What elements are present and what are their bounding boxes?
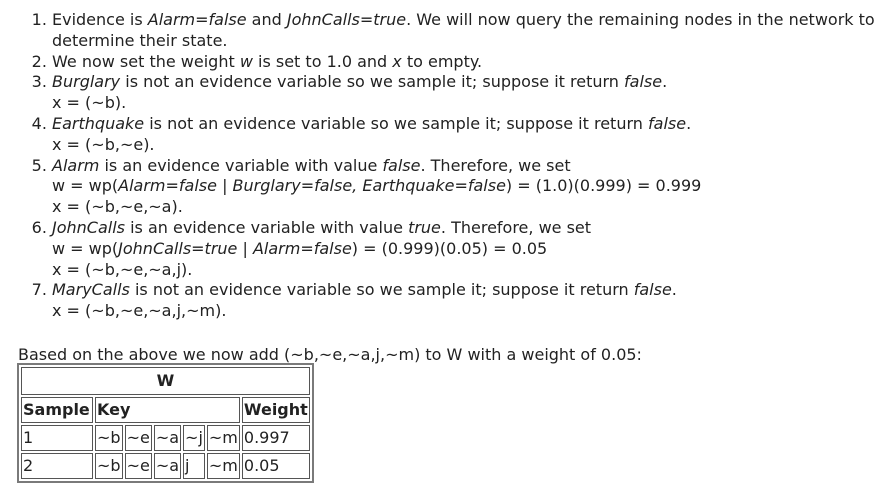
- text-run: is not an evidence variable so we sample…: [120, 72, 625, 92]
- cell-key: ~a: [153, 425, 182, 451]
- table-body: 1 ~b ~e ~a ~j ~m 0.997 2 ~b ~e ~a j ~m 0…: [21, 425, 310, 479]
- cell-sample: 2: [21, 453, 93, 479]
- text-run: . We will now query the remaining nodes …: [52, 10, 875, 50]
- italic-term: JohnCalls=true | Alarm=false: [118, 238, 352, 258]
- italic-term: false: [624, 72, 663, 92]
- text-run: ) = (1.0)(0.999) = 0.999: [505, 176, 702, 196]
- step-item: MaryCalls is not an evidence variable so…: [52, 280, 890, 322]
- text-run: to empty.: [401, 51, 483, 71]
- step-item: Alarm is an evidence variable with value…: [52, 156, 890, 218]
- text-run: w = wp(: [52, 238, 119, 258]
- text-run: We now set the weight: [52, 51, 240, 71]
- step-text: Evidence is Alarm=false and JohnCalls=tr…: [52, 10, 875, 50]
- step-item: Earthquake is not an evidence variable s…: [52, 114, 890, 156]
- text-run: is set to 1.0 and: [252, 51, 393, 71]
- italic-term: Alarm=false | Burglary=false, Earthquake…: [118, 176, 506, 196]
- step-formula: x = (~b,~e,~a,j,~m).: [52, 301, 227, 321]
- text-run: and: [246, 10, 287, 29]
- italic-term: Alarm=false: [147, 10, 247, 29]
- step-text: Earthquake is not an evidence variable s…: [52, 114, 691, 133]
- step-item: We now set the weight w is set to 1.0 an…: [52, 52, 890, 73]
- text-run: Evidence is: [52, 10, 148, 29]
- italic-term: JohnCalls=true: [286, 10, 407, 29]
- text-run: is not an evidence variable so we sample…: [129, 280, 634, 300]
- intro-text: Based on the above we now add (~b,~e,~a,…: [18, 345, 642, 364]
- cell-key: ~m: [206, 425, 240, 451]
- step-formula: x = (~b,~e,~a,j).: [52, 259, 193, 279]
- cell-key: ~a: [153, 453, 182, 479]
- text-run: is an evidence variable with value: [125, 217, 409, 237]
- cell-key: ~j: [183, 425, 205, 451]
- step-text: MaryCalls is not an evidence variable so…: [52, 280, 677, 299]
- step-formula: w = wp(JohnCalls=true | Alarm=false) = (…: [52, 239, 890, 260]
- table-row: 2 ~b ~e ~a j ~m 0.05: [21, 453, 310, 479]
- italic-term: JohnCalls: [52, 217, 125, 237]
- italic-term: MaryCalls: [52, 280, 130, 300]
- table-row: 1 ~b ~e ~a ~j ~m 0.997: [21, 425, 310, 451]
- text-run: .: [671, 280, 677, 300]
- step-formula: x = (~b,~e).: [52, 134, 155, 154]
- cell-weight: 0.05: [241, 453, 310, 479]
- step-item: Evidence is Alarm=false and JohnCalls=tr…: [52, 10, 890, 52]
- text-run: .: [686, 113, 692, 133]
- steps-list: Evidence is Alarm=false and JohnCalls=tr…: [0, 10, 890, 322]
- step-formula: w = wp(Alarm=false | Burglary=false, Ear…: [52, 176, 890, 197]
- cell-key: ~m: [206, 453, 240, 479]
- cell-weight: 0.997: [241, 425, 310, 451]
- header-sample: Sample: [21, 397, 93, 423]
- italic-term: w: [239, 51, 253, 71]
- header-weight: Weight: [241, 397, 310, 423]
- table-title: W: [21, 367, 310, 395]
- step-formula: x = (~b,~e,~a).: [52, 197, 183, 217]
- step-text: Burglary is not an evidence variable so …: [52, 72, 667, 91]
- text-run: .: [662, 72, 668, 92]
- text-run: . Therefore, we set: [440, 217, 592, 237]
- text-run: ) = (0.999)(0.05) = 0.05: [351, 238, 548, 258]
- text-run: . Therefore, we set: [420, 155, 571, 175]
- step-text: JohnCalls is an evidence variable with v…: [52, 218, 591, 237]
- italic-term: false: [633, 280, 672, 300]
- step-formula: x = (~b).: [52, 93, 127, 113]
- cell-key: j: [183, 453, 205, 479]
- cell-sample: 1: [21, 425, 93, 451]
- cell-key: ~b: [95, 453, 123, 479]
- text-run: is not an evidence variable so we sample…: [144, 113, 648, 133]
- italic-term: false: [382, 155, 421, 175]
- cell-key: ~e: [124, 453, 152, 479]
- italic-term: Earthquake: [52, 113, 145, 133]
- italic-term: Alarm: [52, 155, 100, 175]
- step-item: JohnCalls is an evidence variable with v…: [52, 218, 890, 280]
- step-text: We now set the weight w is set to 1.0 an…: [52, 52, 482, 71]
- weights-table: W Sample Key Weight 1 ~b ~e ~a ~j ~m 0.9…: [17, 363, 314, 483]
- cell-key: ~b: [95, 425, 123, 451]
- cell-key: ~e: [124, 425, 152, 451]
- text-run: is an evidence variable with value: [99, 155, 383, 175]
- text-run: w = wp(: [52, 176, 119, 196]
- italic-term: Burglary: [52, 72, 121, 92]
- italic-term: x: [392, 51, 402, 71]
- header-key: Key: [95, 397, 240, 423]
- step-text: Alarm is an evidence variable with value…: [52, 156, 571, 175]
- italic-term: true: [408, 217, 441, 237]
- italic-term: false: [648, 113, 687, 133]
- step-item: Burglary is not an evidence variable so …: [52, 72, 890, 114]
